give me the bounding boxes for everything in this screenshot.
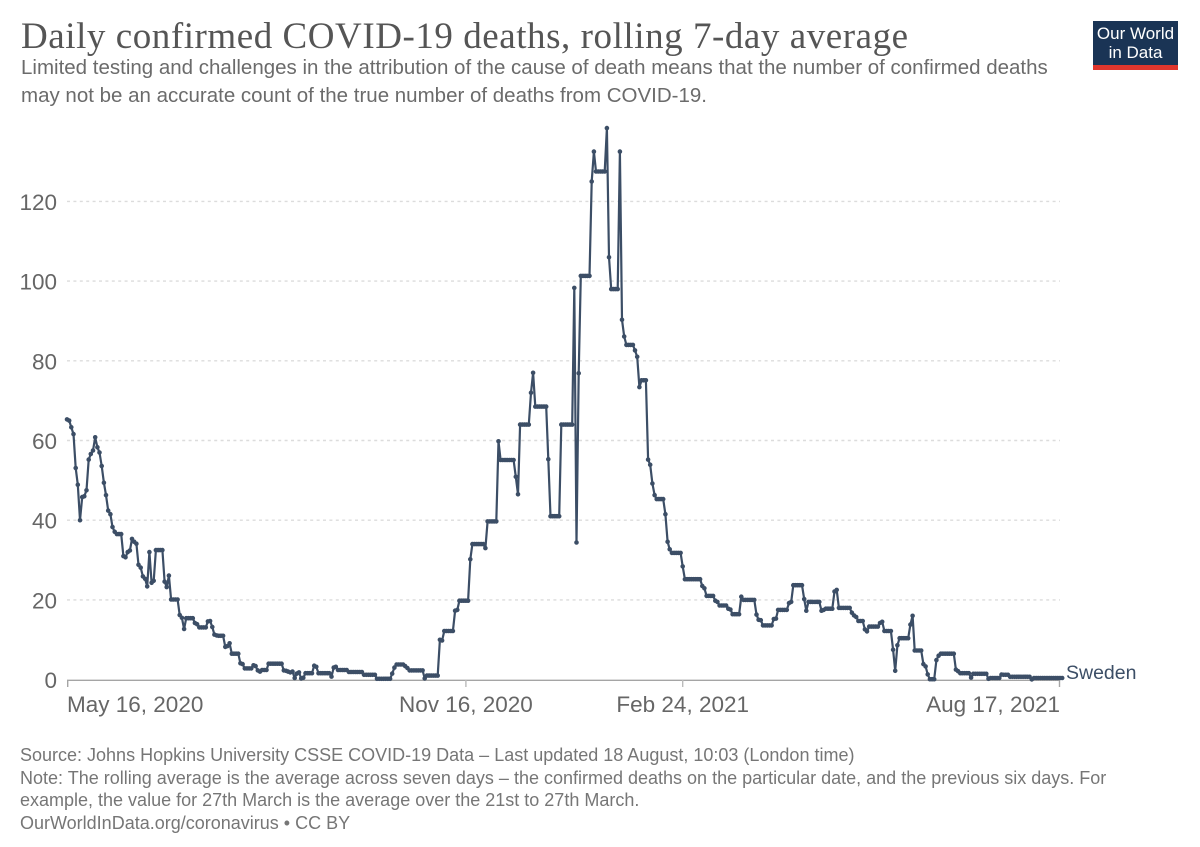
svg-text:Aug 17, 2021: Aug 17, 2021 <box>926 692 1060 717</box>
svg-text:60: 60 <box>32 429 57 454</box>
svg-text:May 16, 2020: May 16, 2020 <box>67 692 203 717</box>
svg-text:Sweden: Sweden <box>1066 662 1136 684</box>
svg-text:Nov 16, 2020: Nov 16, 2020 <box>399 692 533 717</box>
svg-text:100: 100 <box>19 270 57 295</box>
svg-text:20: 20 <box>32 588 57 613</box>
svg-text:0: 0 <box>44 668 57 693</box>
svg-text:120: 120 <box>19 190 57 215</box>
svg-text:80: 80 <box>32 349 57 374</box>
svg-text:40: 40 <box>32 509 57 534</box>
svg-text:Feb 24, 2021: Feb 24, 2021 <box>616 692 749 717</box>
